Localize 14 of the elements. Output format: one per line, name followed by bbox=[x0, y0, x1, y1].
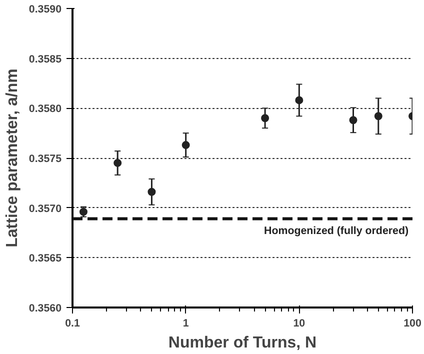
x-axis-title: Number of Turns, N bbox=[168, 334, 317, 352]
x-tick-label: 100 bbox=[404, 318, 422, 330]
y-tick-label: 0.3580 bbox=[28, 103, 62, 116]
y-tick-label: 0.3590 bbox=[28, 4, 62, 16]
y-tick-label: 0.3570 bbox=[28, 202, 62, 215]
y-tick-label: 0.3585 bbox=[28, 53, 62, 66]
y-tick-label: 0.3560 bbox=[28, 302, 62, 314]
x-tick-label: 0.1 bbox=[65, 318, 80, 330]
y-tick-label: 0.3565 bbox=[28, 252, 62, 265]
y-axis-title: Lattice parameter, a/nm bbox=[4, 68, 21, 248]
ref-line-label: Homogenized (fully ordered) bbox=[264, 224, 409, 237]
y-tick-label: 0.3575 bbox=[28, 153, 62, 165]
x-tick-label: 1 bbox=[182, 318, 189, 330]
x-tick-label: 10 bbox=[293, 318, 306, 330]
